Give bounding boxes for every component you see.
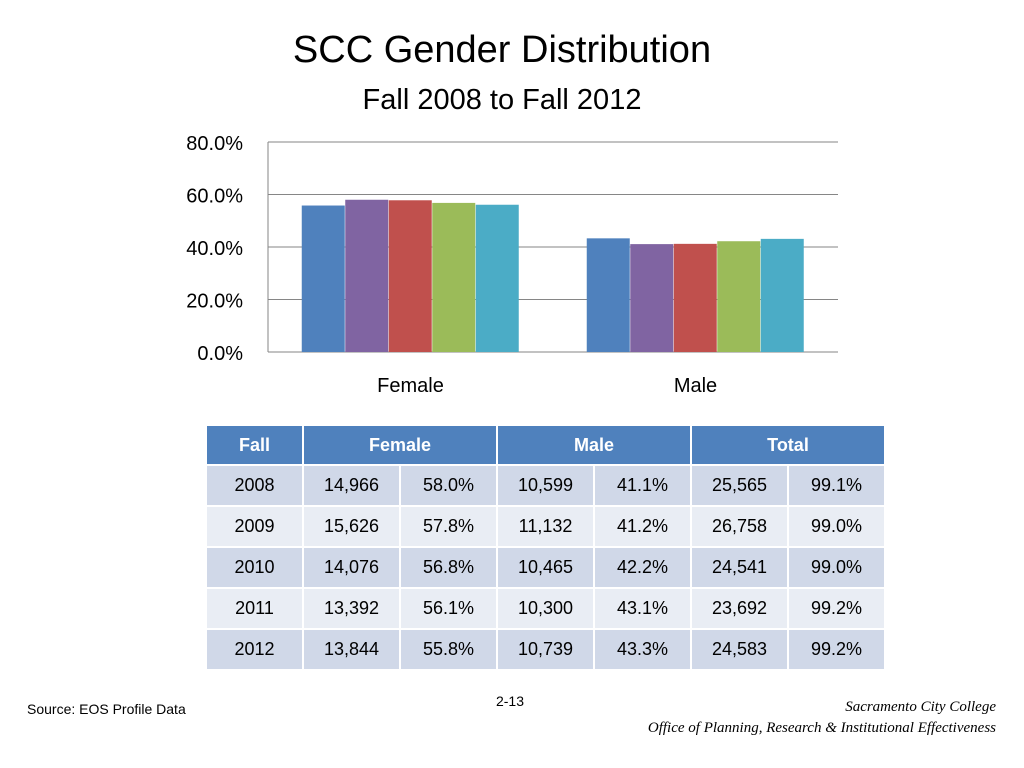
table-row: 2008 14,966 58.0% 10,599 41.1% 25,565 99.1%: [205, 464, 886, 507]
cell-female-pct: 57.8%: [399, 505, 498, 548]
cell-year: 2008: [205, 464, 304, 507]
table-row: 2011 13,392 56.1% 10,300 43.1% 23,692 99.2%: [205, 587, 886, 630]
cell-female-count: 13,844: [302, 628, 401, 671]
header-female: Female: [302, 424, 498, 466]
cell-female-pct: 56.1%: [399, 587, 498, 630]
y-tick-label: 40.0%: [186, 238, 243, 260]
cell-year: 2012: [205, 628, 304, 671]
bar-male-1: [630, 244, 674, 352]
bar-male-3: [717, 241, 761, 352]
cell-year: 2009: [205, 505, 304, 548]
y-tick-label: 60.0%: [186, 186, 243, 208]
bar-male-2: [673, 243, 717, 352]
cell-total-pct: 99.2%: [787, 628, 886, 671]
footer-college: Sacramento City College: [845, 699, 996, 715]
y-tick-label: 0.0%: [197, 343, 243, 365]
cell-total-count: 23,692: [690, 587, 789, 630]
cell-female-count: 14,966: [302, 464, 401, 507]
table-body: 2008 14,966 58.0% 10,599 41.1% 25,565 99.1% 200…: [205, 464, 886, 671]
y-tick-label: 20.0%: [186, 291, 243, 313]
header-fall: Fall: [205, 424, 304, 466]
x-category-label: Female: [377, 375, 444, 397]
slide-subtitle: Fall 2008 to Fall 2012: [362, 84, 642, 116]
header-male: Male: [496, 424, 692, 466]
cell-male-count: 10,739: [496, 628, 595, 671]
cell-total-count: 24,541: [690, 546, 789, 589]
cell-total-pct: 99.1%: [787, 464, 886, 507]
gender-data-table: Fall Female Male Total 2008 14,966 58.0% 10…: [205, 424, 886, 671]
bar-male-0: [586, 238, 630, 352]
cell-female-pct: 58.0%: [399, 464, 498, 507]
cell-male-pct: 41.2%: [593, 505, 692, 548]
bar-female-2: [388, 200, 432, 352]
y-tick-label: 80.0%: [186, 133, 243, 155]
cell-male-pct: 41.1%: [593, 464, 692, 507]
cell-male-pct: 42.2%: [593, 546, 692, 589]
chart-bars: [301, 199, 804, 352]
cell-year: 2011: [205, 587, 304, 630]
x-category-label: Male: [674, 375, 717, 397]
bar-female-1: [345, 199, 389, 352]
cell-female-count: 13,392: [302, 587, 401, 630]
slide-title: SCC Gender Distribution: [292, 29, 712, 71]
gender-bar-chart: 0.0% 20.0% 40.0% 60.0% 80.0% Female Male: [186, 133, 838, 397]
cell-total-pct: 99.2%: [787, 587, 886, 630]
cell-female-count: 14,076: [302, 546, 401, 589]
cell-female-count: 15,626: [302, 505, 401, 548]
cell-male-count: 11,132: [496, 505, 595, 548]
footer-office: Office of Planning, Research & Instituti…: [647, 720, 996, 736]
cell-male-count: 10,599: [496, 464, 595, 507]
bar-female-4: [475, 204, 519, 352]
cell-male-pct: 43.1%: [593, 587, 692, 630]
source-note: Source: EOS Profile Data: [27, 701, 186, 717]
table-row: 2009 15,626 57.8% 11,132 41.2% 26,758 99.0%: [205, 505, 886, 548]
cell-total-pct: 99.0%: [787, 546, 886, 589]
table-header-row: Fall Female Male Total: [205, 424, 886, 466]
table-row: 2012 13,844 55.8% 10,739 43.3% 24,583 99.2%: [205, 628, 886, 671]
cell-year: 2010: [205, 546, 304, 589]
cell-male-count: 10,465: [496, 546, 595, 589]
page-number: 2-13: [495, 693, 525, 709]
cell-male-pct: 43.3%: [593, 628, 692, 671]
cell-total-pct: 99.0%: [787, 505, 886, 548]
bar-female-3: [432, 202, 476, 352]
cell-female-pct: 56.8%: [399, 546, 498, 589]
bar-male-4: [760, 238, 804, 352]
cell-male-count: 10,300: [496, 587, 595, 630]
bar-female-0: [301, 205, 345, 352]
cell-female-pct: 55.8%: [399, 628, 498, 671]
header-total: Total: [690, 424, 886, 466]
chart-axes: 0.0% 20.0% 40.0% 60.0% 80.0% Female Male: [186, 133, 717, 397]
cell-total-count: 26,758: [690, 505, 789, 548]
cell-total-count: 24,583: [690, 628, 789, 671]
table-row: 2010 14,076 56.8% 10,465 42.2% 24,541 99.0%: [205, 546, 886, 589]
cell-total-count: 25,565: [690, 464, 789, 507]
